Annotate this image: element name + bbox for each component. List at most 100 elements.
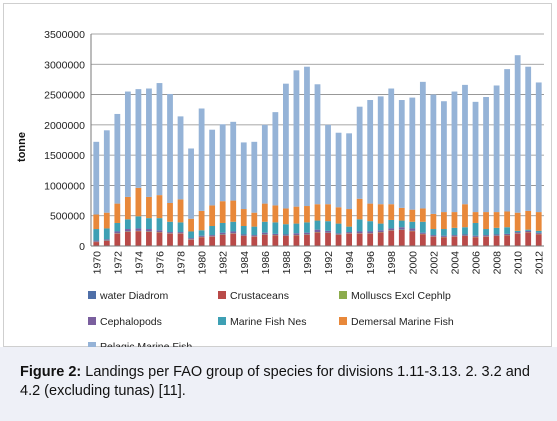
bar-segment xyxy=(493,227,500,235)
bar-segment xyxy=(103,239,110,241)
bar-segment xyxy=(198,108,205,211)
bar-segment xyxy=(282,234,289,236)
bar-segment xyxy=(335,132,342,208)
y-tick-label: 500000 xyxy=(50,211,85,223)
bar-segment xyxy=(377,204,384,224)
bar-segment xyxy=(293,233,300,236)
bar-segment xyxy=(441,212,447,230)
bar-segment xyxy=(272,205,279,223)
bar-segment xyxy=(261,124,268,204)
bar-segment xyxy=(293,235,300,246)
x-tick-label: 2002 xyxy=(428,251,440,275)
bar-segment xyxy=(472,237,479,246)
bar-segment xyxy=(209,205,216,227)
bar-segment xyxy=(430,229,437,236)
bar-segment xyxy=(514,212,521,231)
bar-segment xyxy=(356,233,363,246)
bar-segment xyxy=(272,233,279,236)
bar-segment xyxy=(188,239,194,246)
bar-segment xyxy=(240,236,247,246)
bar-segment xyxy=(346,226,353,233)
bar-segment xyxy=(451,235,458,237)
bar-segment xyxy=(451,227,458,236)
bar-segment xyxy=(146,231,152,246)
bar-segment xyxy=(124,231,131,246)
x-tick-label: 1998 xyxy=(386,251,398,275)
bar-segment xyxy=(219,124,226,202)
bar-segment xyxy=(135,231,142,246)
y-tick-label: 3500000 xyxy=(44,29,85,41)
figure-caption: Figure 2: Landings per FAO group of spec… xyxy=(20,363,540,401)
bar-segment xyxy=(209,226,216,236)
bar-segment xyxy=(240,142,247,210)
bar-segment xyxy=(177,233,184,246)
bar-segment xyxy=(367,221,374,232)
bar-segment xyxy=(188,148,194,219)
bar-segment xyxy=(188,218,194,232)
bar-segment xyxy=(93,229,100,241)
bar-segment xyxy=(177,199,184,223)
legend-entry: Molluscs Excl Cephlp xyxy=(351,290,451,302)
bar-segment xyxy=(409,97,416,210)
bar-segment xyxy=(483,212,489,230)
landings-chart: 0 500000 1000000 1500000 2000000 2500000 30000… xyxy=(16,29,546,348)
legend-swatch xyxy=(339,291,347,299)
x-tick-label: 2000 xyxy=(407,251,419,275)
bar-segment xyxy=(419,232,426,234)
bar-segment xyxy=(156,230,163,233)
bar-segment xyxy=(525,66,532,211)
bar-segment xyxy=(398,220,405,228)
y-tick-label: 3000000 xyxy=(44,59,85,71)
bar-segment xyxy=(314,84,321,205)
legend-swatch xyxy=(88,342,96,348)
bar-segment xyxy=(135,89,142,188)
bar-segment xyxy=(346,209,353,227)
bar-segment xyxy=(114,113,121,204)
bar-segment xyxy=(230,221,237,232)
bar-segment xyxy=(493,85,500,213)
bar-segment xyxy=(504,69,511,212)
bar-segment xyxy=(209,129,216,206)
bar-segment xyxy=(219,234,226,246)
bar-segment xyxy=(472,235,479,237)
bar-segment xyxy=(219,232,226,235)
bar-segment xyxy=(356,198,363,220)
x-tick-label: 1988 xyxy=(281,251,293,275)
bar-segment xyxy=(124,196,131,220)
bar-segment xyxy=(93,240,100,242)
bar-segment xyxy=(514,233,521,246)
bar-segment xyxy=(103,228,110,240)
bar-segment xyxy=(535,232,542,234)
bar-segment xyxy=(261,234,268,246)
bar-segment xyxy=(388,204,395,220)
caption-label: Figure 2: xyxy=(20,364,82,380)
bar-segment xyxy=(251,141,258,213)
bar-segment xyxy=(325,124,331,205)
x-tick-label: 1984 xyxy=(239,251,251,275)
bar-segment xyxy=(430,94,437,214)
bar-segment xyxy=(230,233,237,246)
bar-segment xyxy=(483,235,489,237)
bar-segment xyxy=(304,232,310,235)
bar-segment xyxy=(430,213,437,230)
x-tick-label: 1992 xyxy=(323,251,335,275)
bar-segment xyxy=(462,236,468,246)
caption-text: Landings per FAO group of species for di… xyxy=(20,364,530,399)
x-tick-label: 1970 xyxy=(91,251,103,275)
bar-segment xyxy=(198,235,205,237)
bar-segment xyxy=(282,224,289,235)
bar-segment xyxy=(209,236,216,246)
x-tick-label: 1972 xyxy=(112,251,124,275)
bar-segment xyxy=(356,106,363,199)
bar-segment xyxy=(451,212,458,228)
bar-segment xyxy=(188,238,194,240)
y-tick-label: 2500000 xyxy=(44,90,85,102)
bar-segment xyxy=(293,223,300,234)
bar-segment xyxy=(514,232,521,234)
bar-segment xyxy=(483,229,489,236)
bar-segment xyxy=(409,221,416,229)
bar-segment xyxy=(103,212,110,229)
bar-segment xyxy=(325,204,331,222)
y-tick-labels: 0 500000 1000000 1500000 2000000 2500000 30000… xyxy=(44,29,85,253)
bar-segment xyxy=(388,219,395,229)
